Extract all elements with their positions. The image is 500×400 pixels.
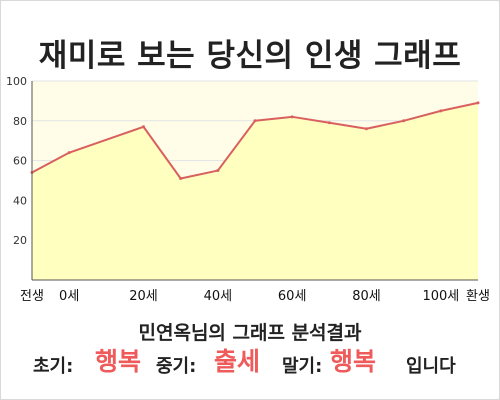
result-suffix: 입니다 — [406, 356, 456, 377]
early-value: 행복 — [95, 347, 142, 376]
data-point-9 — [402, 119, 406, 123]
data-point-2 — [142, 125, 145, 129]
analysis-title: 민연옥님의 그래프 분석결과 — [138, 322, 362, 344]
data-point-4 — [216, 169, 220, 173]
data-point-10 — [439, 109, 443, 113]
mid-label: 중기: — [156, 356, 197, 377]
early-label: 초기: — [33, 356, 74, 377]
life-line — [31, 101, 479, 180]
late-value: 행복 — [330, 347, 377, 376]
mid-value: 출세 — [214, 347, 261, 376]
data-point-3 — [179, 177, 183, 181]
area-fill — [32, 102, 478, 280]
data-point-5 — [253, 119, 257, 123]
x-tick-label-5: 80세 — [352, 289, 381, 304]
x-tick-label-1: 0세 — [59, 289, 79, 304]
data-point-8 — [365, 127, 368, 131]
x-tick-label-0: 전생 — [20, 289, 44, 304]
analysis-result: 초기: 행복 중기: 출세 말기: 행복 입니다 — [0, 344, 500, 384]
y-tick-label-80: 80 — [13, 115, 27, 128]
page-title: 재미로 보는 당신의 인생 그래프 — [38, 38, 462, 74]
y-tick-label-60: 60 — [13, 155, 27, 168]
x-tick-label-6: 100세 — [422, 289, 459, 304]
y-tick-label-100: 100 — [6, 75, 27, 88]
late-label: 말기: — [282, 356, 323, 377]
y-tick-label-20: 20 — [13, 234, 27, 247]
x-tick-label-4: 60세 — [278, 289, 307, 304]
data-point-11 — [476, 101, 480, 105]
x-tick-label-3: 40세 — [204, 289, 233, 304]
x-tick-label-7: 환생 — [466, 289, 490, 304]
x-tick-label-2: 20세 — [129, 289, 158, 304]
y-tick-label-40: 40 — [13, 194, 27, 207]
data-point-1 — [67, 151, 71, 155]
data-point-6 — [290, 115, 294, 119]
data-point-7 — [327, 121, 331, 125]
